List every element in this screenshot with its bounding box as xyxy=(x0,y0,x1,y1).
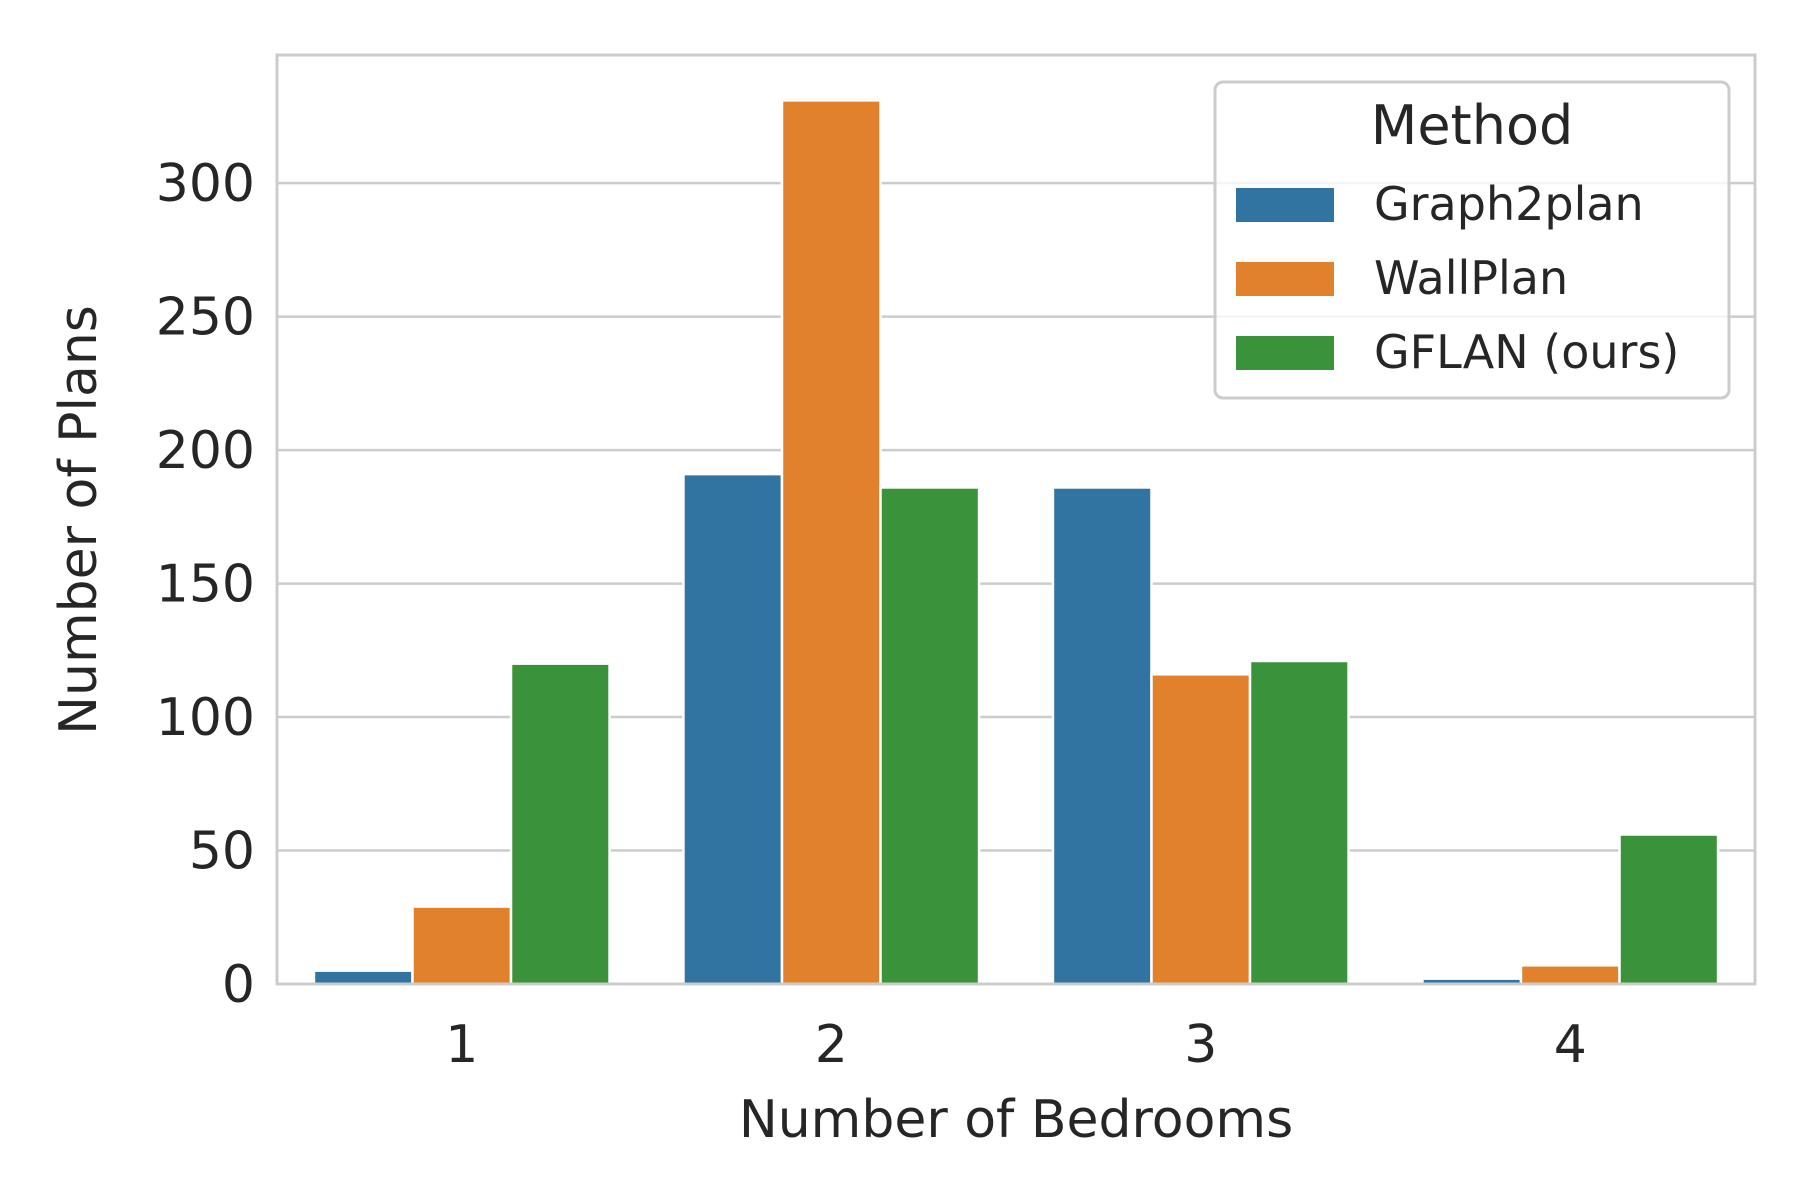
y-tick-label: 150 xyxy=(156,555,255,615)
bar xyxy=(411,905,513,986)
y-tick-label: 250 xyxy=(156,288,255,348)
legend-swatch xyxy=(1236,188,1334,222)
legend-label: WallPlan xyxy=(1374,251,1568,305)
bar xyxy=(682,472,784,986)
legend-box xyxy=(1213,80,1731,400)
bar xyxy=(1519,964,1621,986)
legend-label: Graph2plan xyxy=(1374,177,1644,231)
bar xyxy=(509,662,611,986)
bar xyxy=(1051,486,1153,986)
y-axis-label: Number of Plans xyxy=(49,305,109,735)
legend-title: Method xyxy=(1371,94,1574,157)
bar xyxy=(1248,659,1350,986)
bar xyxy=(1618,833,1720,986)
bars xyxy=(312,99,1720,986)
x-tick-labels: 1 2 3 4 xyxy=(445,1015,1587,1075)
x-tick-label: 4 xyxy=(1554,1015,1587,1075)
bar xyxy=(879,486,981,986)
bar xyxy=(780,99,882,986)
legend-entries: Graph2plan WallPlan GFLAN (ours) xyxy=(1236,177,1679,379)
legend-label: GFLAN (ours) xyxy=(1374,325,1679,379)
legend-swatch xyxy=(1236,262,1334,296)
y-tick-label: 300 xyxy=(156,154,255,214)
x-tick-label: 3 xyxy=(1184,1015,1217,1075)
y-tick-labels: 0 50 100 150 200 250 300 xyxy=(156,154,255,1015)
y-tick-label: 0 xyxy=(222,955,255,1015)
x-tick-label: 1 xyxy=(445,1015,478,1075)
plot-frame xyxy=(275,53,1757,986)
y-tick-label: 50 xyxy=(189,822,255,882)
bar xyxy=(312,969,414,986)
y-tick-label: 100 xyxy=(156,688,255,748)
legend-swatch xyxy=(1236,336,1334,370)
x-tick-label: 2 xyxy=(815,1015,848,1075)
bar xyxy=(1150,673,1252,986)
legend: Method Graph2plan WallPlan GFLAN (ours) xyxy=(1213,80,1731,400)
x-axis-label: Number of Bedrooms xyxy=(739,1090,1293,1150)
y-tick-label: 200 xyxy=(156,421,255,481)
